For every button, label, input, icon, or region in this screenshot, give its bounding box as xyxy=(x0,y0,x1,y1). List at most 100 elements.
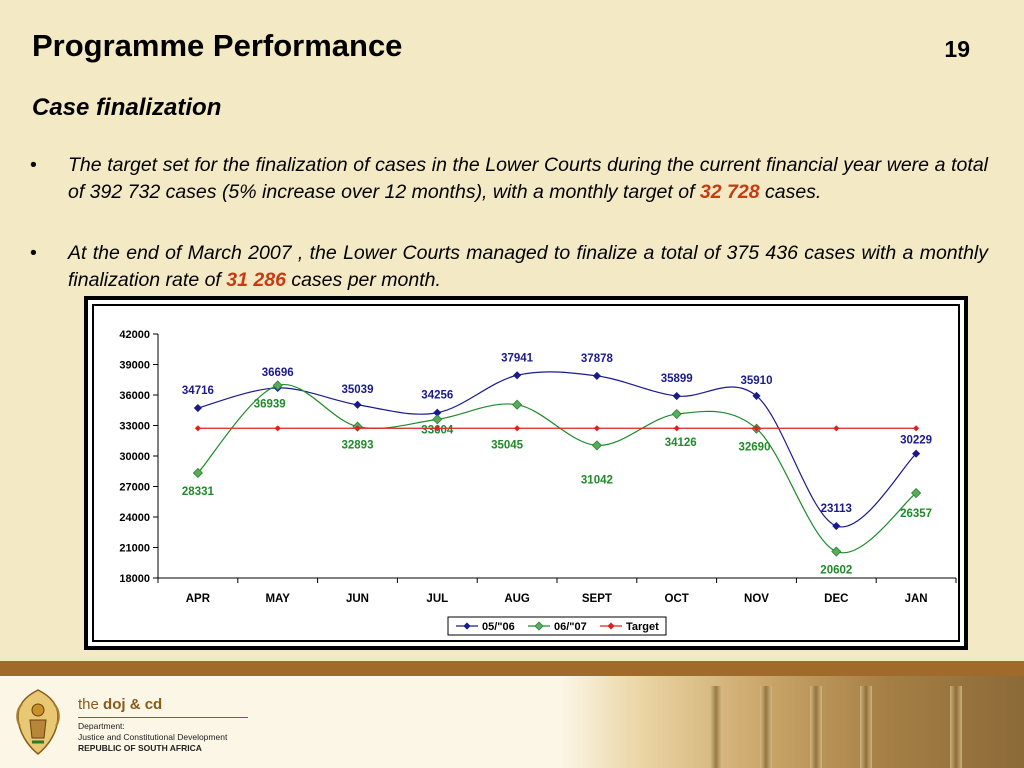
x-tick-label: SEPT xyxy=(582,593,612,605)
bullet-text-before: The target set for the finalization of c… xyxy=(68,154,988,203)
legend-marker xyxy=(607,622,615,630)
data-point xyxy=(513,371,522,380)
coat-of-arms-icon xyxy=(16,689,60,755)
data-label: 36939 xyxy=(254,398,286,410)
data-label: 35910 xyxy=(741,375,773,387)
bullet-text-after: cases per month. xyxy=(285,269,441,291)
line-chart: 18000 21000 24000 27000 30000 33000 36000 39000… xyxy=(119,329,957,636)
data-label: 37878 xyxy=(581,353,614,365)
data-point xyxy=(272,380,283,391)
data-point xyxy=(354,425,361,432)
y-tick-label: 21000 xyxy=(119,543,150,555)
x-tick-label: JUL xyxy=(426,593,448,605)
legend-label: Target xyxy=(626,621,659,633)
data-point xyxy=(912,449,921,458)
bullet-text-after: cases. xyxy=(759,181,822,203)
data-point xyxy=(832,521,841,531)
data-point xyxy=(194,425,201,432)
x-tick-label: OCT xyxy=(665,593,689,605)
legend-marker xyxy=(463,622,471,630)
legend-label: 05/"06 xyxy=(482,621,515,633)
slide-subtitle: Case finalization xyxy=(32,94,222,121)
department-label: Department: xyxy=(78,721,125,731)
bullet-marker: • xyxy=(30,242,37,264)
data-point xyxy=(512,399,523,410)
bullet-highlight-value: 32 728 xyxy=(699,181,760,203)
bullet-text: At the end of March 2007 , the Lower Cou… xyxy=(68,240,988,294)
logo-prefix: the xyxy=(78,696,104,713)
building-column xyxy=(710,686,722,768)
data-point xyxy=(593,425,600,432)
data-label: 26357 xyxy=(900,508,932,520)
series-line xyxy=(197,383,917,554)
data-label: 34256 xyxy=(421,390,453,402)
y-tick-label: 39000 xyxy=(119,360,150,372)
data-label: 32690 xyxy=(739,442,771,454)
footer-divider-band xyxy=(0,661,1024,676)
y-tick-label: 42000 xyxy=(119,329,150,341)
slide-title: Programme Performance xyxy=(32,28,403,63)
data-point xyxy=(514,425,521,432)
data-label: 31042 xyxy=(581,474,613,486)
country-name: REPUBLIC OF SOUTH AFRICA xyxy=(78,743,202,753)
x-tick-label: DEC xyxy=(824,593,848,605)
y-tick-label: 30000 xyxy=(119,451,150,463)
data-label: 35045 xyxy=(491,440,524,452)
data-point xyxy=(432,414,443,425)
data-point xyxy=(353,400,362,409)
x-tick-label: AUG xyxy=(504,593,530,605)
building-column xyxy=(860,686,872,768)
data-point xyxy=(274,425,281,432)
data-label: 37941 xyxy=(501,352,534,364)
data-label: 32893 xyxy=(342,440,374,452)
bullet-marker: • xyxy=(30,154,37,176)
data-label: 34716 xyxy=(182,385,214,397)
bullet-highlight-value: 31 286 xyxy=(226,269,286,291)
data-label: 30229 xyxy=(900,435,932,447)
data-point xyxy=(193,403,202,413)
data-label: 28331 xyxy=(182,486,215,498)
data-point xyxy=(592,371,601,380)
chart-frame: 18000 21000 24000 27000 30000 33000 36000 39000… xyxy=(84,296,968,650)
legend-label: 06/"07 xyxy=(554,621,587,633)
bullet-item: • At the end of March 2007 , the Lower C… xyxy=(30,240,988,294)
y-tick-label: 33000 xyxy=(119,421,150,433)
y-tick-label: 24000 xyxy=(119,512,150,524)
building-column xyxy=(810,686,822,768)
chart-area: 18000 21000 24000 27000 30000 33000 36000 39000… xyxy=(92,304,960,642)
data-point xyxy=(673,425,680,432)
data-point xyxy=(752,391,761,400)
data-point xyxy=(434,425,441,432)
legend-marker xyxy=(534,621,544,631)
logo-name: doj & cd xyxy=(103,696,163,713)
data-point xyxy=(831,546,842,557)
data-point xyxy=(833,425,840,432)
x-tick-label: APR xyxy=(186,593,211,605)
bullet-item: • The target set for the finalization of… xyxy=(30,152,988,206)
building-image xyxy=(560,676,1024,768)
y-tick-label: 36000 xyxy=(119,390,150,402)
data-point xyxy=(753,425,760,432)
data-label: 36696 xyxy=(262,367,294,379)
x-tick-label: JAN xyxy=(905,593,928,605)
bullet-text: The target set for the finalization of c… xyxy=(68,152,988,206)
data-point xyxy=(671,408,682,420)
data-point xyxy=(911,487,922,499)
building-column xyxy=(760,686,772,768)
data-point xyxy=(913,425,920,432)
doj-logo-text: the doj & cd xyxy=(78,696,162,713)
building-column xyxy=(950,686,962,768)
legend-box xyxy=(447,616,667,636)
data-label: 35899 xyxy=(661,373,693,385)
y-tick-label: 18000 xyxy=(119,573,150,585)
x-tick-label: MAY xyxy=(265,593,290,605)
data-label: 23113 xyxy=(821,503,852,515)
x-tick-label: NOV xyxy=(744,593,769,605)
logo-divider xyxy=(78,717,248,718)
department-name: Justice and Constitutional Development xyxy=(78,732,228,742)
data-label: 20602 xyxy=(820,565,852,577)
data-point xyxy=(672,391,681,401)
series-line xyxy=(197,371,917,528)
y-tick-label: 27000 xyxy=(119,482,150,494)
data-label: 34126 xyxy=(665,437,697,449)
